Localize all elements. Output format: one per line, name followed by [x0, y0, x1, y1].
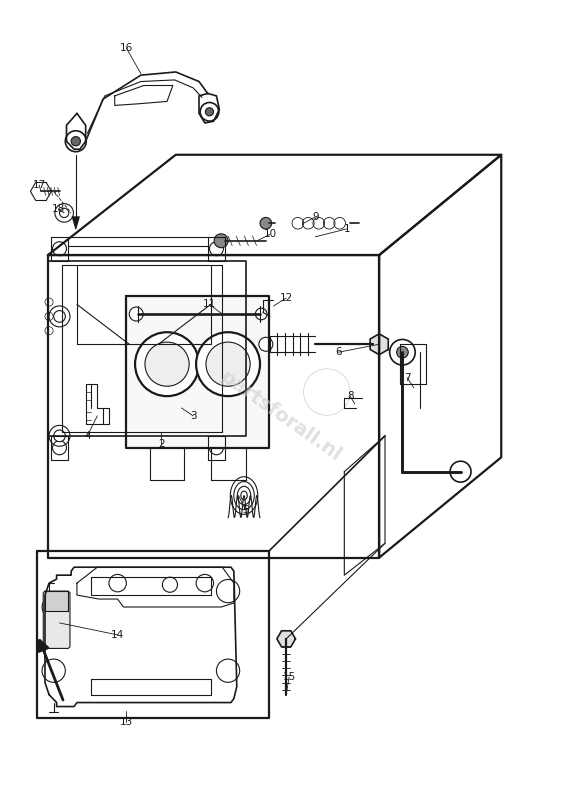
Circle shape: [135, 332, 199, 396]
Circle shape: [162, 577, 178, 592]
Circle shape: [210, 242, 224, 256]
Circle shape: [200, 102, 219, 121]
Text: 1: 1: [344, 224, 350, 234]
Circle shape: [42, 659, 65, 682]
Text: 9: 9: [312, 212, 318, 222]
Circle shape: [54, 430, 65, 442]
Text: 8: 8: [347, 391, 353, 401]
Text: 14: 14: [111, 630, 124, 640]
Text: 6: 6: [335, 347, 342, 358]
Circle shape: [259, 338, 273, 351]
Circle shape: [109, 574, 126, 592]
Circle shape: [53, 441, 67, 454]
Text: partsforall.nl: partsforall.nl: [216, 367, 345, 465]
Circle shape: [206, 108, 214, 116]
Circle shape: [217, 430, 228, 442]
Text: 13: 13: [120, 718, 133, 727]
Circle shape: [217, 659, 239, 682]
Text: 3: 3: [190, 411, 196, 421]
Circle shape: [42, 595, 65, 618]
Circle shape: [196, 574, 214, 592]
Circle shape: [71, 137, 81, 146]
Circle shape: [53, 242, 67, 256]
Text: 12: 12: [280, 293, 293, 303]
Circle shape: [397, 346, 408, 358]
Circle shape: [145, 342, 189, 386]
Circle shape: [55, 203, 74, 222]
Circle shape: [65, 130, 86, 152]
Text: 17: 17: [33, 180, 46, 190]
Polygon shape: [370, 334, 388, 354]
Text: 15: 15: [283, 672, 296, 682]
Text: 16: 16: [120, 43, 133, 53]
Circle shape: [210, 441, 224, 454]
Text: 11: 11: [203, 299, 216, 310]
Text: 7: 7: [404, 373, 411, 382]
Polygon shape: [72, 217, 79, 229]
Circle shape: [206, 342, 250, 386]
Text: 4: 4: [84, 431, 91, 441]
Circle shape: [450, 461, 471, 482]
Circle shape: [217, 310, 228, 322]
Text: 10: 10: [263, 230, 276, 239]
Circle shape: [255, 308, 267, 320]
Polygon shape: [126, 297, 269, 448]
Text: 5: 5: [242, 505, 249, 515]
Text: 18: 18: [52, 204, 65, 214]
Circle shape: [390, 339, 415, 365]
Text: 2: 2: [158, 438, 165, 449]
Circle shape: [217, 579, 239, 602]
Circle shape: [196, 332, 260, 396]
Polygon shape: [43, 591, 70, 649]
Circle shape: [129, 307, 143, 321]
Circle shape: [214, 234, 228, 248]
Polygon shape: [277, 631, 296, 647]
Polygon shape: [45, 591, 68, 611]
Circle shape: [260, 218, 272, 229]
Circle shape: [54, 310, 65, 322]
